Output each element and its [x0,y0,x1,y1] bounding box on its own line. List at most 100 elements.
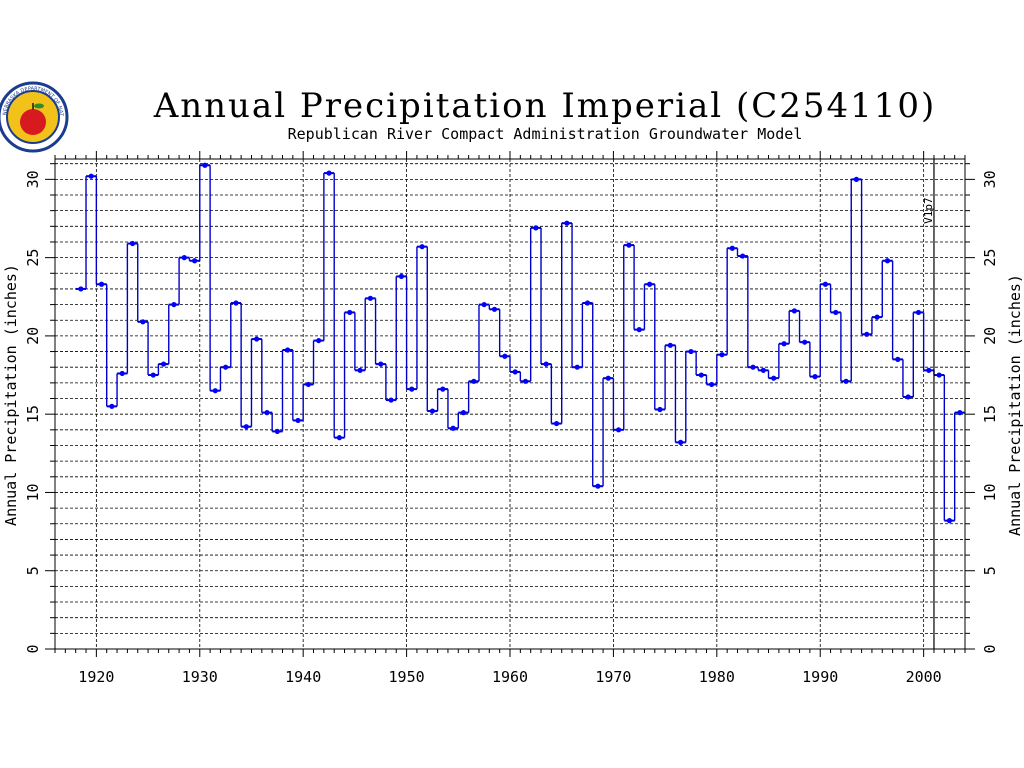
data-point [626,242,632,248]
data-point [874,314,880,320]
data-point [367,295,373,301]
x-tick-label: 1920 [78,668,114,686]
data-point [440,386,446,392]
y-axis-label-right: Annual Precipitation (inches) [1006,274,1024,536]
data-point [202,162,208,168]
x-tick-label: 1980 [699,668,735,686]
data-point [336,435,342,441]
data-point [243,424,249,430]
y-tick-label-left: 30 [24,170,42,188]
data-point [129,240,136,247]
data-point [709,381,715,388]
y-tick-label-right: 20 [981,327,999,345]
y-tick-label-left: 5 [24,566,42,575]
data-point [98,281,105,287]
data-point [802,339,808,345]
data-point [760,367,766,373]
data-point [326,170,332,176]
x-tick-label: 1960 [492,668,528,686]
data-point [843,378,849,384]
data-point [522,378,529,384]
x-tick-label: 2000 [906,668,942,686]
data-point [305,381,311,388]
data-point [295,417,301,424]
data-point [450,425,456,431]
data-point [771,375,777,381]
data-point [750,364,756,370]
data-point [915,309,922,316]
data-point [419,244,425,250]
data-point [109,403,115,409]
data-point [171,301,177,308]
apple-stem-icon [32,103,34,110]
data-point [729,245,735,251]
data-point [719,352,725,358]
data-point [543,361,549,367]
y-tick-label-left: 10 [24,483,42,501]
data-point [357,367,363,373]
data-point [884,258,891,264]
y-tick-label-right: 30 [981,170,999,188]
data-point [150,372,156,378]
data-point [781,341,787,347]
data-point [512,369,518,375]
chart-subtitle: Republican River Compact Administration … [288,125,803,143]
data-point [388,397,394,403]
data-point [698,372,704,378]
data-point [160,361,167,367]
data-point [812,374,818,380]
data-point [574,364,580,370]
y-tick-label-right: 25 [981,249,999,267]
data-point [905,394,911,400]
apple-icon [20,109,46,135]
y-tick-label-left: 15 [24,405,42,423]
series [75,162,965,524]
data-point [88,173,94,179]
data-point [946,518,953,524]
data-point [471,378,477,384]
data-point [254,336,260,342]
data-point [285,347,291,353]
data-point [564,220,570,226]
data-point [636,327,642,333]
data-point [595,483,601,489]
axes: 0 0 5 5 10 10 15 15 20 20 25 25 30 30 1920 1930 1940 1950… [24,151,999,686]
data-point [833,309,839,316]
data-point [926,367,932,373]
version-marker-label: V1p7 [922,197,935,224]
data-point [378,361,384,367]
data-point [409,386,415,392]
y-axis-label-left: Annual Precipitation (inches) [2,264,20,526]
data-point [398,273,405,280]
data-point [678,439,684,445]
data-point [223,364,229,370]
chart-title: Annual Precipitation Imperial (C254110) [153,86,937,126]
data-point [605,375,611,381]
y-tick-label-right: 15 [981,405,999,423]
data-point [78,286,84,292]
y-tick-label-right: 0 [981,644,999,653]
data-point [647,281,653,287]
logo-seal: NEBRASKA DEPARTMENT OF NATURAL RESOURCES [0,0,69,153]
data-point [274,428,280,434]
grid [55,159,965,649]
data-point [553,420,560,427]
data-point [584,300,591,306]
x-tick-label: 1970 [595,668,631,686]
data-point [192,258,198,264]
y-tick-label-left: 0 [24,644,42,653]
data-point [533,225,539,231]
y-tick-label-left: 20 [24,327,42,345]
data-point [140,319,146,325]
apple-leaf-icon [34,103,44,109]
data-point [936,372,942,378]
data-point [181,255,187,261]
data-point [119,370,125,377]
data-point [264,410,270,416]
data-point [667,342,673,348]
data-point [316,337,322,344]
x-tick-label: 1990 [802,668,838,686]
x-tick-label: 1950 [389,668,425,686]
data-point [957,410,963,416]
